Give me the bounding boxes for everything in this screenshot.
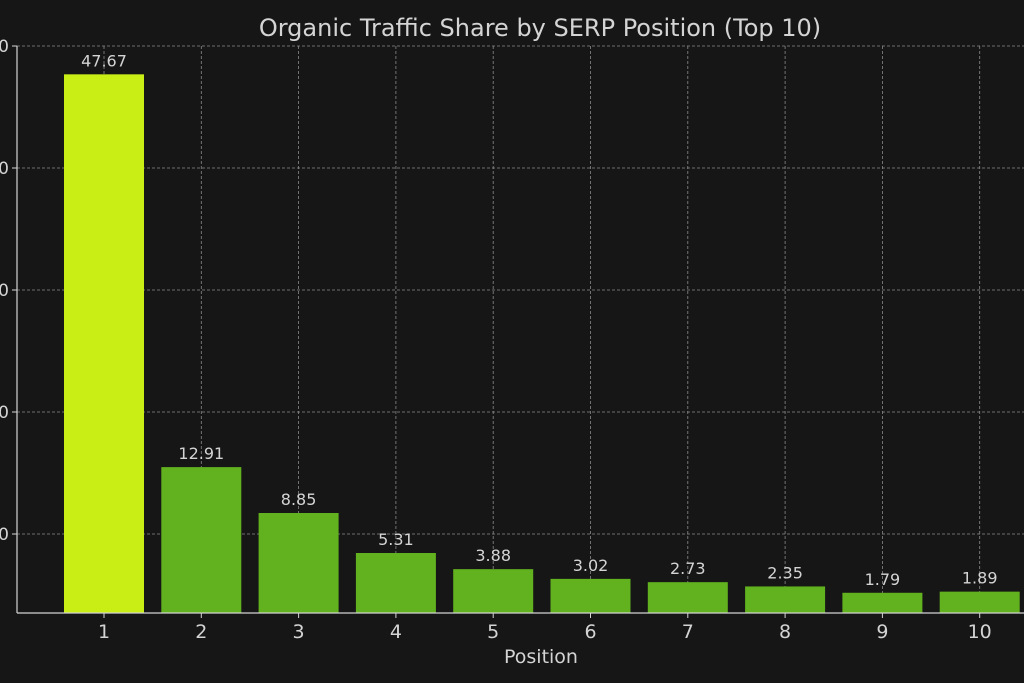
x-tick-label: 7 [682, 621, 694, 643]
x-tick-label: 3 [293, 621, 305, 643]
chart-title: Organic Traffic Share by SERP Position (… [259, 14, 821, 42]
x-tick-label: 10 [968, 621, 992, 643]
x-tick-label: 8 [779, 621, 791, 643]
data-label: 3.02 [573, 556, 609, 575]
y-tick-label: 10 [0, 525, 9, 545]
data-labels: 47.67 12.91 8.85 5.31 3.88 3.02 2.73 2.35 1.79 1.… [81, 51, 997, 588]
y-tick-label: 40 [0, 159, 9, 179]
bar-position-8 [745, 586, 826, 613]
bar-position-6 [550, 578, 631, 613]
y-tick-label: 20 [0, 403, 9, 423]
bar-position-1 [64, 74, 144, 614]
y-tick-label: 50 [0, 37, 9, 57]
data-label: 2.35 [767, 563, 803, 582]
x-tick-label: 9 [876, 621, 888, 643]
data-label: 1.89 [962, 569, 998, 588]
bar-position-10 [939, 591, 1020, 613]
bar-position-3 [258, 512, 339, 613]
x-tick-label: 1 [98, 621, 110, 643]
axes: 10 20 30 40 50 1 2 3 4 5 6 7 8 9 10 [0, 37, 1024, 643]
bar-position-9 [842, 592, 923, 613]
bar-position-7 [647, 582, 728, 613]
data-label: 47.67 [81, 51, 127, 70]
data-label: 8.85 [281, 490, 317, 509]
data-label: 3.88 [475, 546, 511, 565]
bar-position-5 [453, 569, 534, 613]
x-axis-label: Position [504, 646, 578, 668]
x-tick-label: 5 [487, 621, 499, 643]
data-label: 1.79 [865, 570, 901, 589]
data-label: 12.91 [178, 444, 224, 463]
x-tick-label: 2 [195, 621, 207, 643]
bar-position-2 [161, 467, 242, 613]
x-tick-label: 6 [584, 621, 596, 643]
data-label: 2.73 [670, 559, 706, 578]
y-tick-label: 30 [0, 281, 9, 301]
x-tick-label: 4 [390, 621, 402, 643]
data-label: 5.31 [378, 530, 414, 549]
bar-position-4 [355, 552, 436, 613]
bars [64, 74, 1020, 614]
